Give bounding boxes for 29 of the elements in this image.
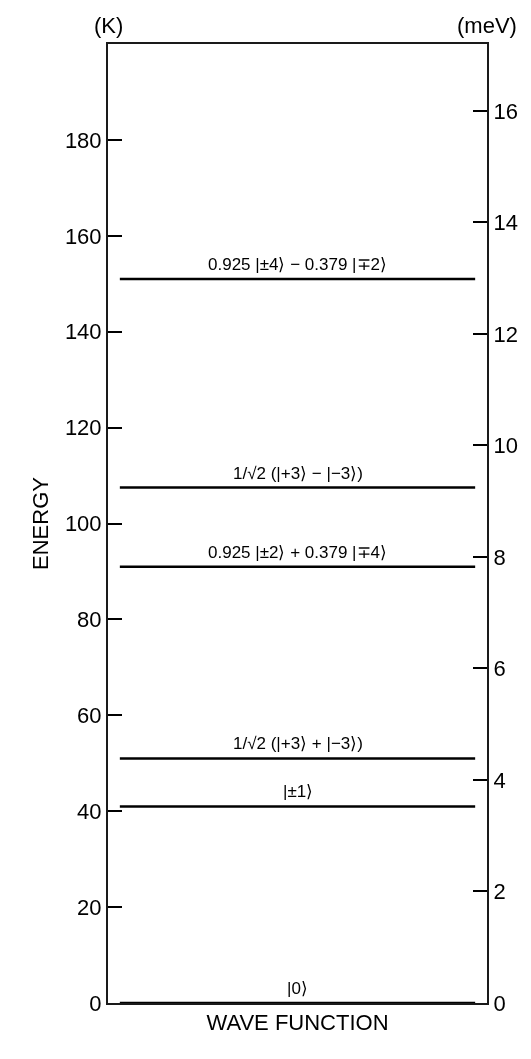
series-label: 1/√2 (|+3⟩ − |−3⟩) xyxy=(233,464,363,483)
y2-tick-label: 12 xyxy=(493,321,518,347)
y2-tick-label: 4 xyxy=(493,767,506,793)
y-tick-label: 20 xyxy=(77,894,102,920)
y-tick-label: 80 xyxy=(77,607,102,633)
y-axis-title: ENERGY xyxy=(28,476,54,570)
y2-tick-label: 14 xyxy=(493,210,518,236)
y2-tick-label: 6 xyxy=(493,656,506,682)
y-tick-label: 40 xyxy=(77,798,102,824)
x-axis-title: WAVE FUNCTION xyxy=(206,1009,389,1035)
series-label: |±1⟩ xyxy=(283,782,314,801)
text: (K) xyxy=(94,13,124,38)
y-tick-label: 140 xyxy=(64,319,102,345)
y-tick-label: 160 xyxy=(64,223,102,249)
y-tick-label: 180 xyxy=(64,127,102,153)
y-tick-label: 0 xyxy=(89,990,102,1016)
series-label: |0⟩ xyxy=(287,979,308,998)
series-label: 0.925 |±4⟩ − 0.379 |∓2⟩ xyxy=(208,255,387,274)
series-label: 0.925 |±2⟩ + 0.379 |∓4⟩ xyxy=(208,543,387,562)
y2-tick-label: 8 xyxy=(493,544,506,570)
y-tick-label: 120 xyxy=(64,415,102,441)
y2-tick-label: 16 xyxy=(493,98,518,124)
y-tick-label: 100 xyxy=(64,511,102,537)
y2-tick-label: 10 xyxy=(493,433,518,459)
y2-axis-title: (meV) xyxy=(457,13,517,38)
y2-tick-label: 2 xyxy=(493,879,506,905)
y2-tick-label: 0 xyxy=(493,990,506,1016)
series-label: 1/√2 (|+3⟩ + |−3⟩) xyxy=(233,734,363,753)
y-tick-label: 60 xyxy=(77,703,102,728)
